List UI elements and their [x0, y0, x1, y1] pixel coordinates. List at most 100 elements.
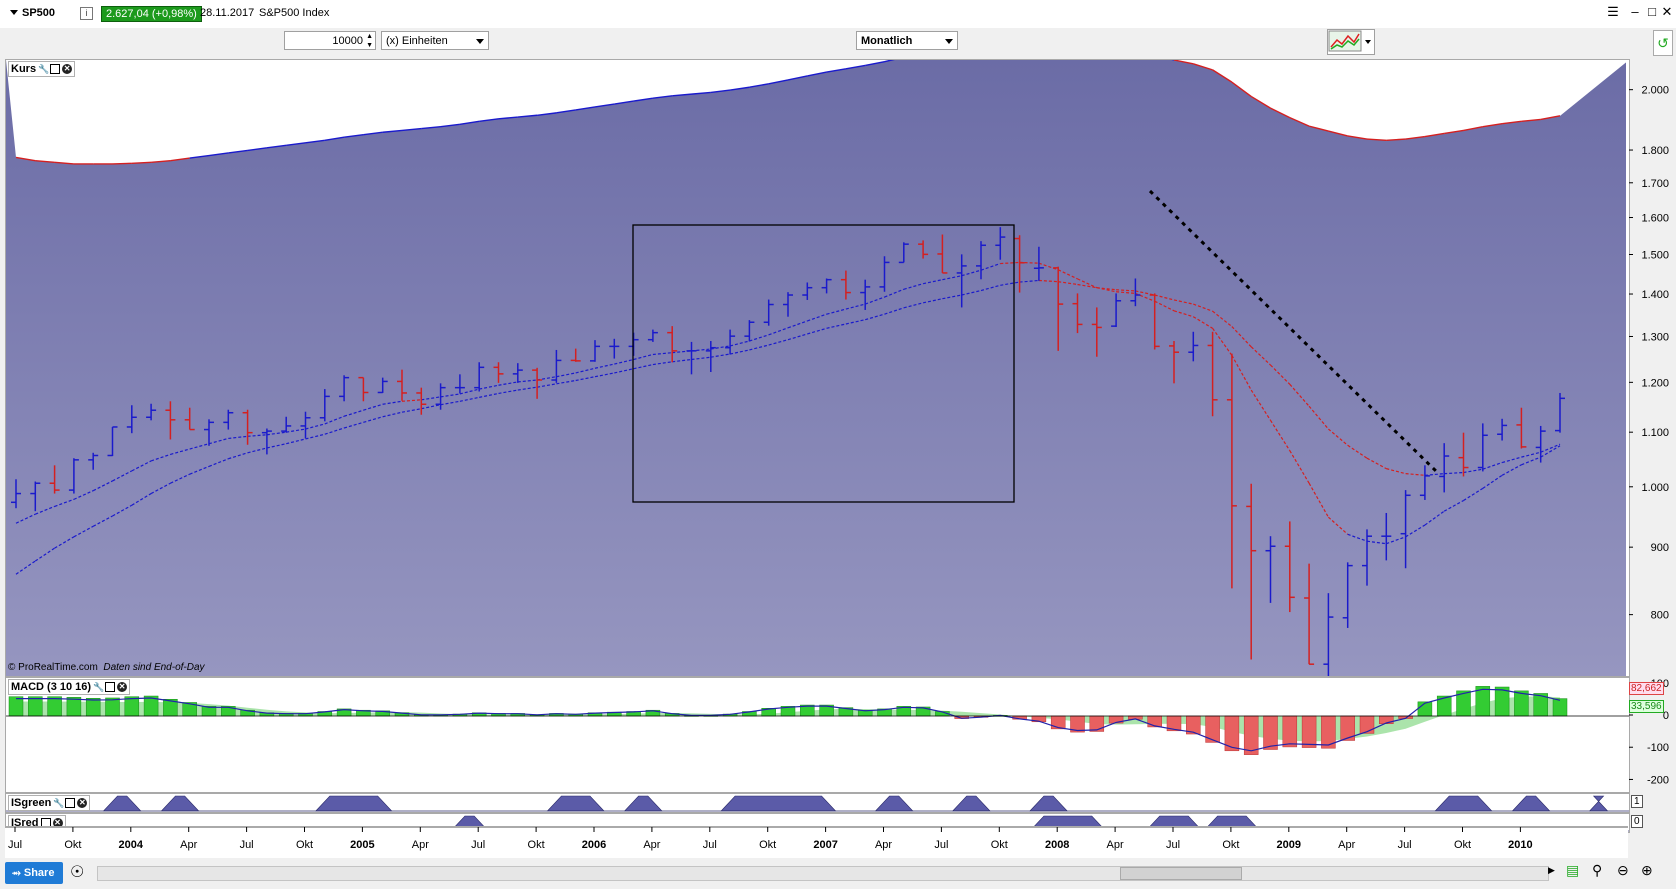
ohlc-bar[interactable] — [976, 241, 986, 280]
zoom-in-icon[interactable]: ⊕ — [1641, 862, 1653, 878]
close-icon[interactable]: ✕ — [1661, 4, 1673, 19]
ohlc-bar[interactable] — [1342, 562, 1353, 628]
ohlc-bar[interactable] — [339, 375, 350, 402]
ohlc-bar[interactable] — [609, 338, 620, 359]
symbol-label[interactable]: SP500 — [22, 7, 56, 19]
indicator-add-icon[interactable]: ↺ — [1653, 30, 1673, 56]
ohlc-bar[interactable] — [1246, 483, 1257, 660]
ohlc-bar[interactable] — [1477, 423, 1488, 472]
share-button[interactable]: ⥇ Share — [5, 862, 63, 884]
ohlc-bar[interactable] — [1516, 407, 1527, 449]
wrench-icon[interactable]: 🔧 — [38, 64, 50, 74]
ohlc-bar[interactable] — [493, 362, 504, 383]
ohlc-bar[interactable] — [783, 292, 793, 317]
ohlc-bar[interactable] — [416, 387, 427, 415]
ohlc-bar[interactable] — [1033, 246, 1044, 281]
zoom-fit-icon[interactable]: ⚲ — [1592, 862, 1603, 878]
ohlc-bar[interactable] — [821, 278, 832, 294]
ohlc-bar[interactable] — [667, 326, 678, 363]
window-icon[interactable] — [65, 798, 76, 808]
ohlc-bar[interactable] — [49, 465, 60, 494]
ohlc-bar[interactable] — [1535, 425, 1546, 463]
cursor-tool-icon[interactable]: ☉ — [70, 864, 85, 881]
ohlc-bar[interactable] — [590, 340, 600, 362]
isgreen-chart[interactable] — [6, 794, 1629, 812]
ohlc-bar[interactable] — [107, 426, 118, 457]
ohlc-bar[interactable] — [1362, 529, 1372, 586]
price-chart[interactable] — [6, 60, 1629, 676]
ohlc-bar[interactable] — [898, 242, 909, 264]
ohlc-bar[interactable] — [802, 282, 813, 300]
ohlc-bar[interactable] — [126, 405, 137, 434]
wrench-icon[interactable]: 🔧 — [53, 798, 65, 808]
ohlc-bar[interactable] — [512, 363, 523, 383]
ohlc-bar[interactable] — [1130, 278, 1141, 307]
ohlc-bar[interactable] — [11, 479, 21, 509]
ohlc-bar[interactable] — [1304, 563, 1315, 665]
ohlc-bar[interactable] — [1072, 293, 1083, 334]
ohlc-bar[interactable] — [686, 341, 697, 375]
ohlc-bar[interactable] — [1169, 341, 1179, 384]
scrollbar-thumb[interactable] — [1120, 867, 1242, 880]
ohlc-bar[interactable] — [223, 409, 234, 430]
ohlc-bar[interactable] — [397, 369, 407, 401]
ohlc-bar[interactable] — [377, 377, 388, 394]
ohlc-bar[interactable] — [30, 481, 41, 512]
ohlc-bar[interactable] — [454, 374, 465, 394]
ohlc-bar[interactable] — [1381, 512, 1392, 561]
window-icon[interactable] — [50, 64, 61, 74]
close-icon[interactable]: ✕ — [52, 818, 63, 828]
menu-icon[interactable]: ☰ — [1607, 4, 1619, 19]
symbol-dropdown-icon[interactable] — [10, 10, 18, 15]
ohlc-bar[interactable] — [918, 240, 929, 259]
ohlc-bar[interactable] — [840, 270, 851, 300]
ohlc-bar[interactable] — [1091, 307, 1102, 357]
ohlc-bar[interactable] — [1111, 293, 1122, 327]
ohlc-bar[interactable] — [146, 403, 157, 421]
ohlc-bar[interactable] — [551, 349, 562, 383]
chart-fit-icon[interactable]: ▤ — [1566, 862, 1580, 878]
ohlc-bar[interactable] — [1149, 293, 1160, 350]
ohlc-bar[interactable] — [937, 234, 948, 274]
ohlc-bar[interactable] — [1207, 331, 1218, 417]
scroll-right-icon[interactable]: ▶ — [1548, 865, 1555, 875]
stepper-arrows-icon[interactable]: ▲ ▼ — [366, 33, 373, 49]
ohlc-bar[interactable] — [319, 389, 330, 422]
ohlc-bar[interactable] — [1419, 465, 1430, 500]
ohlc-bar[interactable] — [1400, 490, 1411, 569]
ohlc-bar[interactable] — [242, 409, 253, 445]
ohlc-bar[interactable] — [474, 362, 485, 392]
ohlc-bar[interactable] — [68, 458, 79, 494]
quantity-stepper[interactable]: 10000 ▲ ▼ — [284, 31, 376, 50]
ohlc-bar[interactable] — [532, 367, 543, 399]
close-icon[interactable]: ✕ — [117, 682, 128, 692]
ohlc-bar[interactable] — [705, 341, 716, 372]
close-icon[interactable]: ✕ — [62, 64, 73, 74]
zoom-out-icon[interactable]: ⊖ — [1617, 862, 1629, 878]
ohlc-bar[interactable] — [1265, 536, 1276, 603]
period-select[interactable]: Monatlich — [856, 31, 958, 50]
ohlc-bar[interactable] — [435, 383, 446, 410]
highlight-rectangle[interactable] — [632, 224, 1015, 503]
ohlc-bar[interactable] — [281, 416, 292, 433]
time-scrollbar[interactable] — [97, 866, 1549, 881]
ohlc-bar[interactable] — [1497, 418, 1508, 441]
ohlc-bar[interactable] — [1188, 331, 1199, 362]
info-icon[interactable]: i — [80, 7, 93, 20]
ohlc-bar[interactable] — [184, 407, 195, 431]
ohlc-bar[interactable] — [165, 401, 176, 440]
ohlc-bar[interactable] — [995, 227, 1006, 260]
ohlc-bar[interactable] — [763, 299, 774, 326]
ohlc-bar[interactable] — [1053, 266, 1064, 351]
ohlc-bar[interactable] — [204, 419, 214, 446]
maximize-icon[interactable]: □ — [1648, 4, 1656, 19]
ohlc-bar[interactable] — [261, 428, 272, 455]
ohlc-bar[interactable] — [300, 411, 311, 439]
chart-type-button[interactable] — [1327, 29, 1375, 55]
close-icon[interactable]: ✕ — [77, 798, 88, 808]
ohlc-bar[interactable] — [647, 329, 658, 342]
ohlc-bar[interactable] — [1439, 443, 1450, 493]
ohlc-bar[interactable] — [956, 254, 967, 308]
ohlc-bar[interactable] — [1226, 353, 1237, 589]
ohlc-bar[interactable] — [1014, 235, 1025, 293]
